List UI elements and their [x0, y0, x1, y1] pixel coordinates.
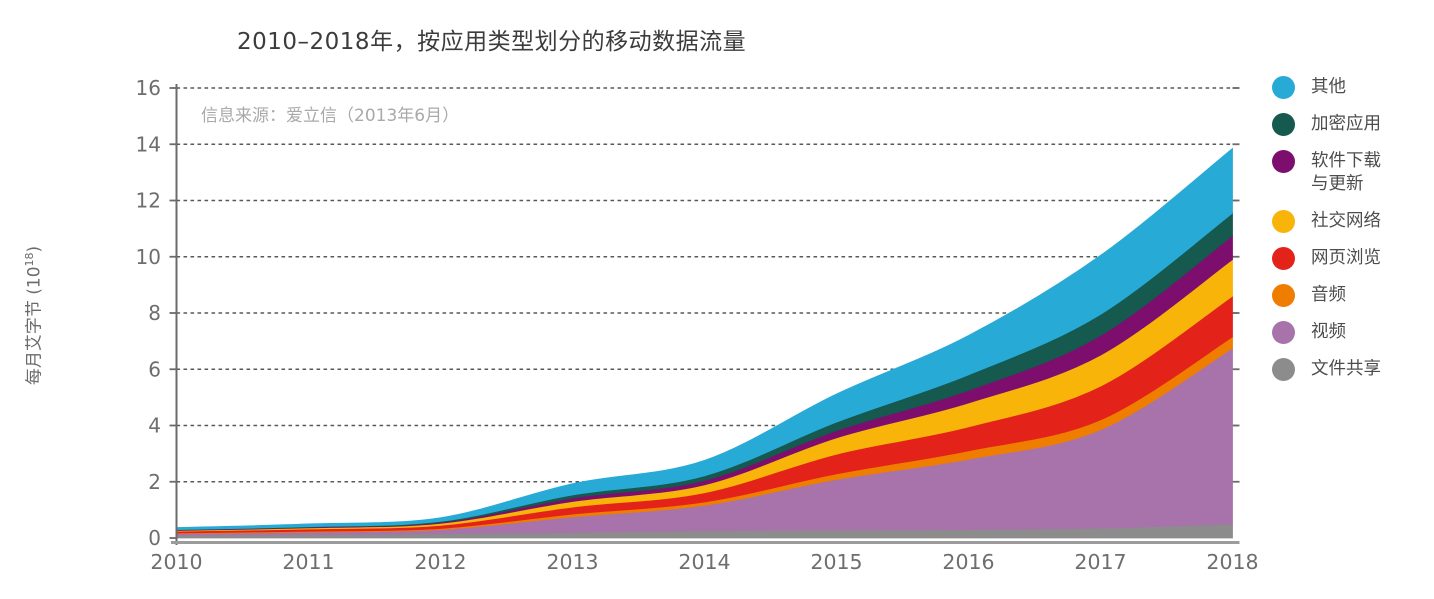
legend-swatch-icon — [1272, 247, 1295, 270]
legend-item: 网页浏览 — [1272, 247, 1381, 270]
legend-swatch-icon — [1272, 284, 1295, 307]
x-tick-label: 2012 — [414, 550, 466, 574]
legend-swatch-icon — [1272, 210, 1295, 233]
x-tick-label: 2014 — [678, 550, 730, 574]
legend-label: 社交网络 — [1311, 211, 1381, 231]
legend-item: 社交网络 — [1272, 210, 1381, 233]
legend-item: 文件共享 — [1272, 358, 1381, 381]
legend-swatch-icon — [1272, 150, 1295, 173]
x-tick-label: 2013 — [546, 550, 598, 574]
legend-item: 视频 — [1272, 321, 1381, 344]
x-tick-label: 2018 — [1206, 550, 1258, 574]
legend-item: 其他 — [1272, 76, 1381, 99]
y-tick-label: 2 — [148, 470, 161, 494]
y-tick-label: 8 — [148, 301, 161, 325]
x-tick-labels: 2010 2011 2012 2013 2014 2015 2016 2017 2018 — [150, 550, 1258, 574]
y-tick-label: 0 — [148, 526, 161, 550]
legend-swatch-icon — [1272, 113, 1295, 136]
y-tick-label: 4 — [148, 414, 161, 438]
legend-label: 文件共享 — [1311, 359, 1381, 379]
legend: 其他加密应用软件下载 与更新社交网络网页浏览音频视频文件共享 — [1272, 76, 1381, 395]
legend-item: 加密应用 — [1272, 113, 1381, 136]
y-tick-label: 6 — [148, 357, 161, 381]
y-tick-label: 14 — [136, 132, 161, 156]
source-note: 信息来源：爱立信（2013年6月） — [201, 106, 460, 126]
legend-item: 软件下载 与更新 — [1272, 150, 1381, 196]
legend-label: 加密应用 — [1311, 114, 1381, 134]
area-其他 — [176, 147, 1233, 530]
x-tick-label: 2010 — [150, 550, 202, 574]
legend-label: 网页浏览 — [1311, 248, 1381, 268]
x-tick-label: 2011 — [282, 550, 334, 574]
legend-swatch-icon — [1272, 76, 1295, 99]
y-tick-label: 16 — [136, 76, 161, 100]
x-tick-label: 2016 — [942, 550, 994, 574]
legend-label: 音频 — [1311, 285, 1346, 305]
x-tick-label: 2015 — [810, 550, 862, 574]
legend-label: 视频 — [1311, 322, 1346, 342]
axis-ticks — [169, 87, 1240, 539]
legend-swatch-icon — [1272, 321, 1295, 344]
chart-title: 2010–2018年，按应用类型划分的移动数据流量 — [237, 29, 747, 55]
axes — [171, 84, 1240, 545]
legend-label: 软件下载 与更新 — [1311, 151, 1381, 194]
y-tick-label: 10 — [136, 245, 161, 269]
y-tick-label: 12 — [136, 189, 161, 213]
area-series — [176, 147, 1233, 539]
legend-swatch-icon — [1272, 358, 1295, 381]
x-tick-label: 2017 — [1074, 550, 1126, 574]
legend-label: 其他 — [1311, 77, 1346, 97]
legend-item: 音频 — [1272, 284, 1381, 307]
y-tick-labels: 0 2 4 6 8 10 12 14 16 — [136, 76, 161, 550]
